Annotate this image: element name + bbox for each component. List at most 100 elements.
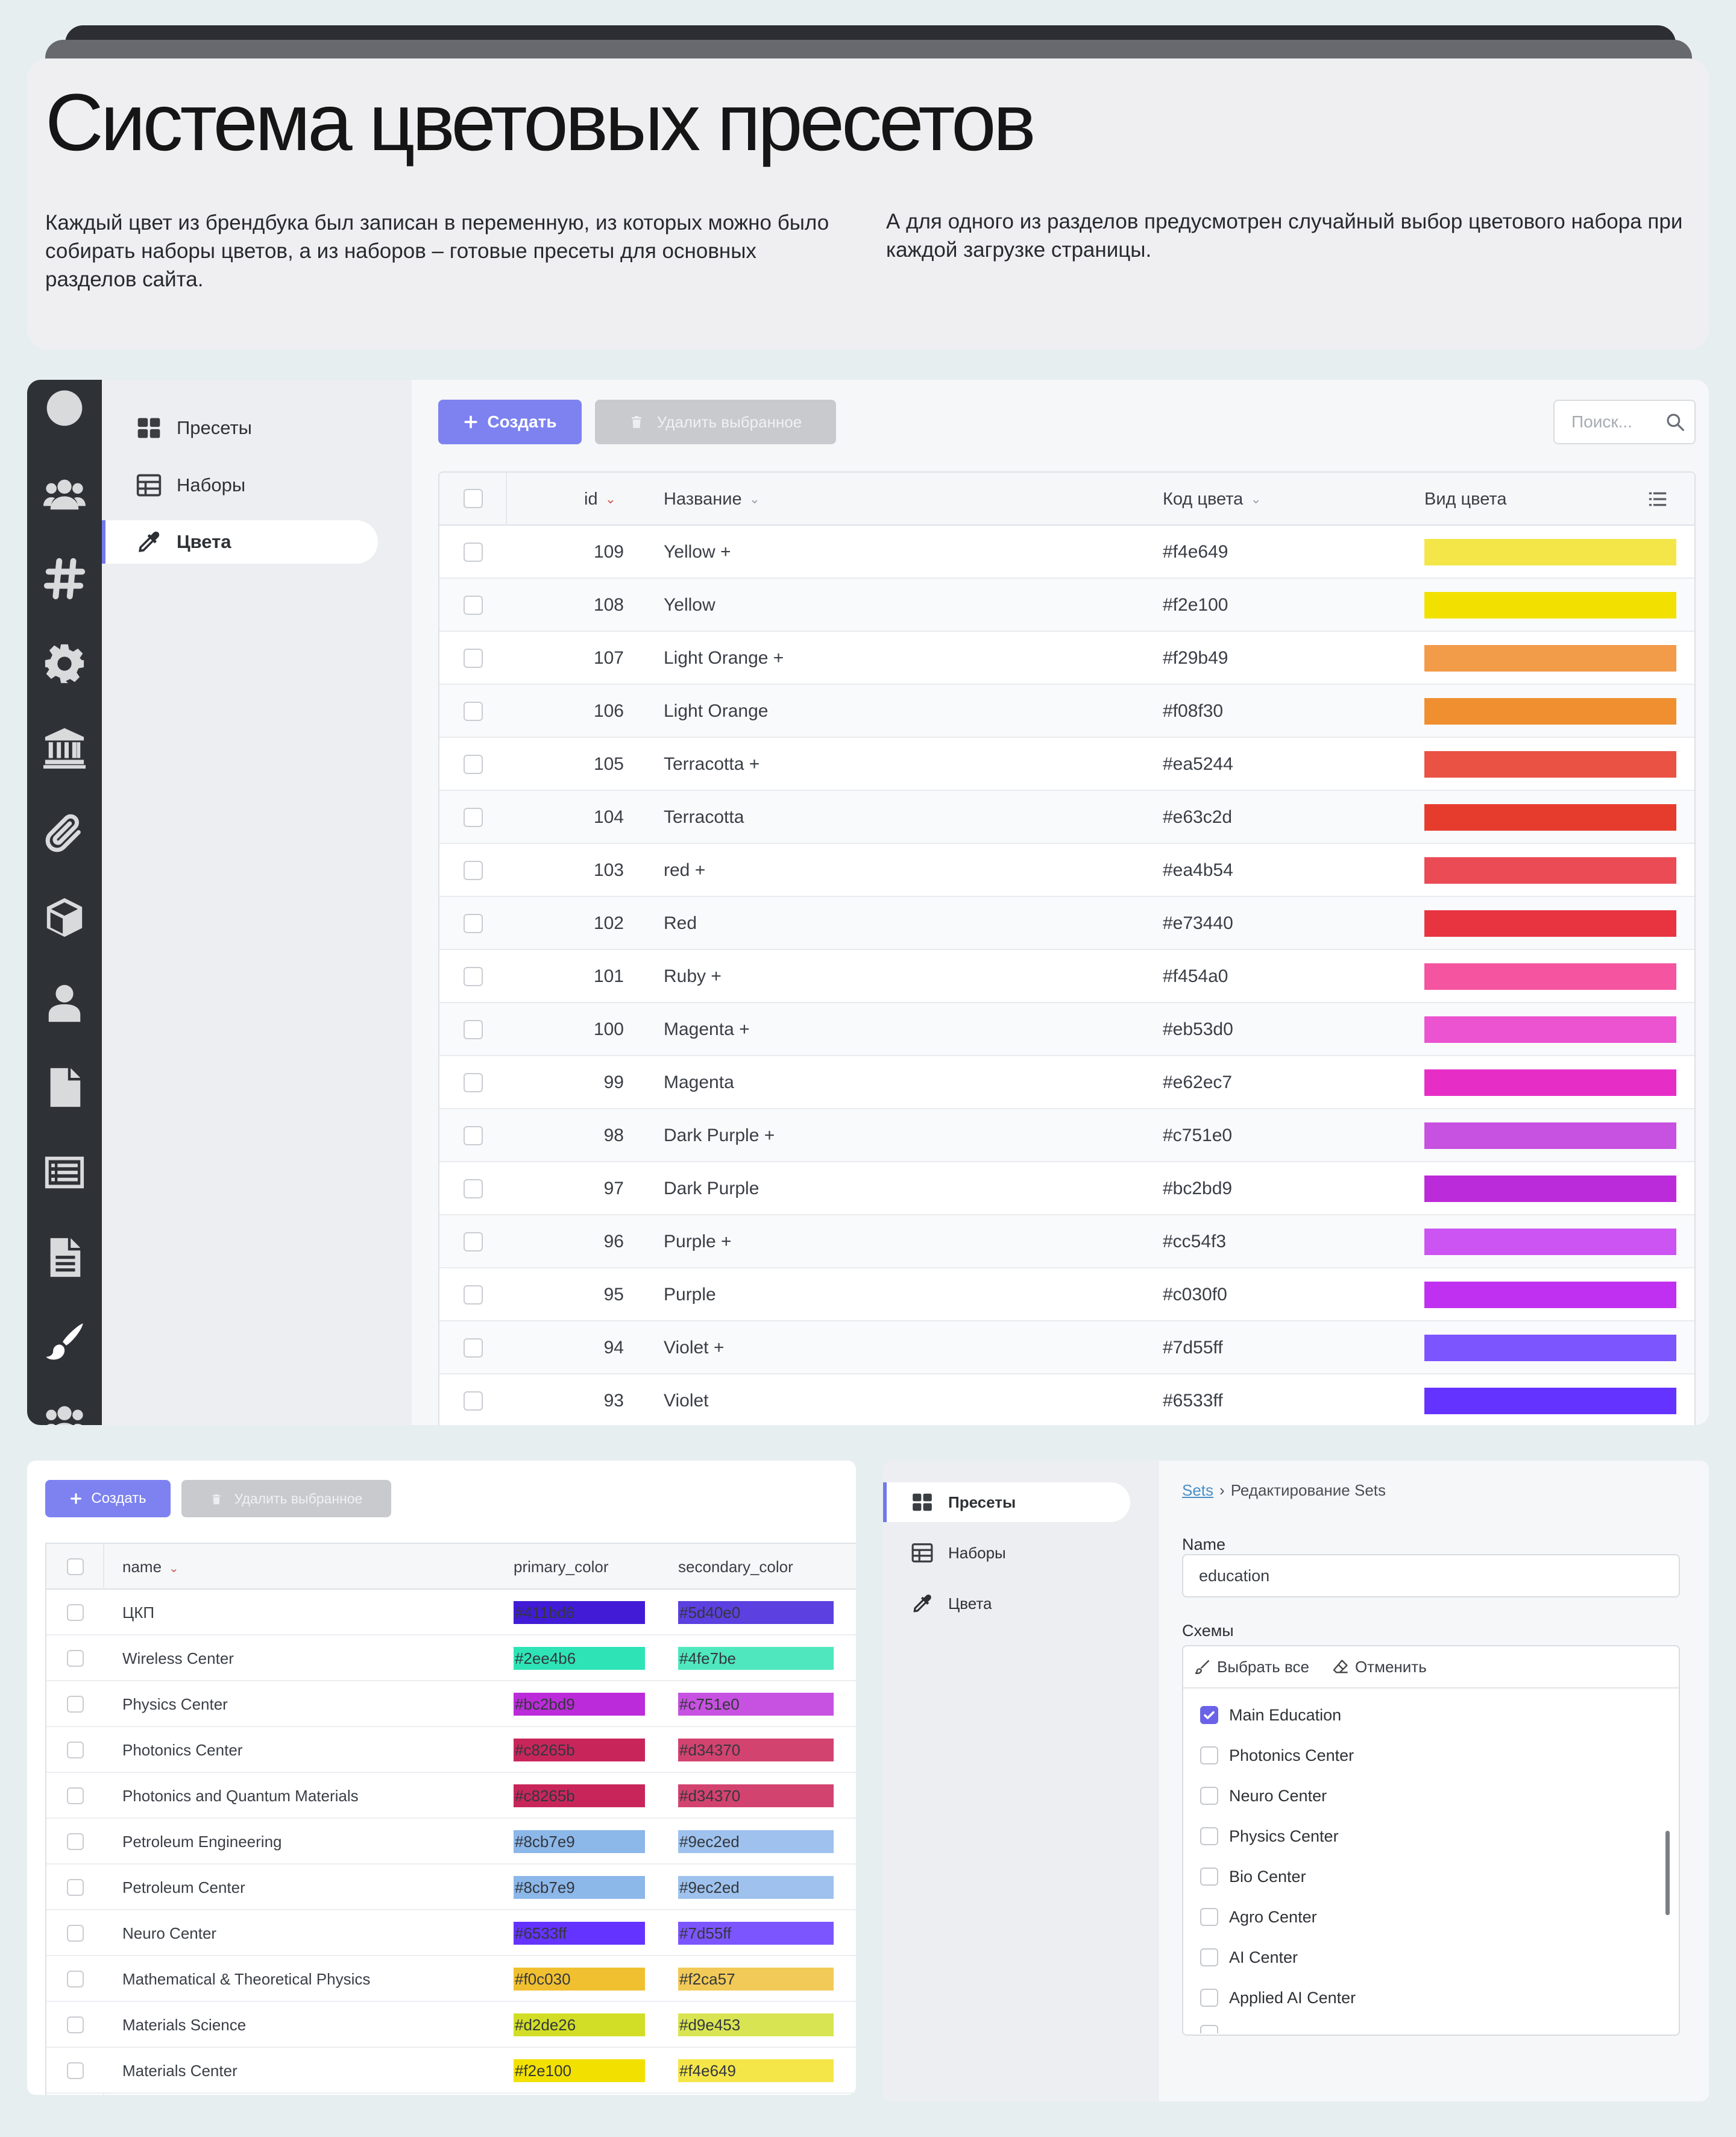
create-button[interactable]: Создать bbox=[45, 1480, 171, 1517]
subnav-item-table[interactable]: Наборы bbox=[883, 1533, 1148, 1573]
row-checkbox[interactable] bbox=[464, 1073, 483, 1092]
row-checkbox[interactable] bbox=[464, 1232, 483, 1251]
row-checkbox[interactable] bbox=[67, 1879, 84, 1896]
subnav-item-grid[interactable]: Пресеты bbox=[102, 406, 385, 450]
select-all-button[interactable]: Выбрать все bbox=[1194, 1658, 1309, 1676]
table-row[interactable]: 93 Violet #6533ff bbox=[439, 1374, 1694, 1425]
table-row[interactable]: Materials Center #f2e100 #f4e649 bbox=[46, 2048, 856, 2094]
paintbrush-icon[interactable] bbox=[43, 1321, 86, 1363]
scheme-option[interactable]: Photonics Center bbox=[1200, 1743, 1354, 1767]
table-row[interactable]: Photonics Center #c8265b #d34370 bbox=[46, 1727, 856, 1773]
file-icon[interactable] bbox=[43, 1066, 86, 1109]
scheme-option[interactable]: AI Center bbox=[1200, 1945, 1298, 1969]
row-checkbox[interactable] bbox=[464, 861, 483, 880]
table-row[interactable]: Petroleum Engineering #8cb7e9 #9ec2ed bbox=[46, 1819, 856, 1865]
table-row[interactable]: Petroleum Center #8cb7e9 #9ec2ed bbox=[46, 1865, 856, 1910]
search-input[interactable]: Поиск... bbox=[1553, 400, 1696, 444]
delete-selected-button[interactable]: Удалить выбранное bbox=[595, 400, 836, 444]
delete-selected-button[interactable]: Удалить выбранное bbox=[181, 1480, 391, 1517]
paperclip-icon[interactable] bbox=[43, 812, 86, 854]
table-row[interactable]: 102 Red #e73440 bbox=[439, 897, 1694, 950]
hashtag-icon[interactable] bbox=[43, 558, 86, 600]
subnav-item-eyedropper[interactable]: Цвета bbox=[102, 520, 378, 564]
table-row[interactable]: Photonics and Quantum Materials #c8265b #d… bbox=[46, 1773, 856, 1819]
users-icon[interactable] bbox=[43, 1399, 86, 1425]
column-header-code[interactable]: Код цвета ⌄ bbox=[1163, 473, 1262, 526]
row-checkbox[interactable] bbox=[464, 1179, 483, 1198]
select-all-checkbox[interactable] bbox=[67, 1558, 84, 1575]
row-checkbox[interactable] bbox=[67, 1604, 84, 1621]
scheme-option[interactable]: Bio Center bbox=[1200, 1865, 1306, 1889]
table-row[interactable]: Materials Science #d2de26 #d9e453 bbox=[46, 2002, 856, 2048]
checkbox[interactable] bbox=[1200, 1948, 1218, 1966]
scheme-option[interactable]: Applied AI Center bbox=[1200, 1986, 1356, 2010]
row-checkbox[interactable] bbox=[464, 808, 483, 827]
row-checkbox[interactable] bbox=[67, 1650, 84, 1667]
column-header-view[interactable]: Вид цвета bbox=[1424, 473, 1506, 526]
table-row[interactable]: 100 Magenta + #eb53d0 bbox=[439, 1003, 1694, 1056]
column-header-id[interactable]: id ⌄ bbox=[584, 473, 616, 526]
table-row[interactable]: 103 red + #ea4b54 bbox=[439, 844, 1694, 897]
row-checkbox[interactable] bbox=[67, 2062, 84, 2079]
column-header-primary[interactable]: primary_color bbox=[514, 1558, 609, 1576]
table-row[interactable]: 94 Violet + #7d55ff bbox=[439, 1321, 1694, 1374]
list-icon[interactable] bbox=[43, 1151, 86, 1194]
row-checkbox[interactable] bbox=[67, 1971, 84, 1988]
table-row[interactable]: 108 Yellow #f2e100 bbox=[439, 579, 1694, 632]
table-row[interactable]: 104 Terracotta #e63c2d bbox=[439, 791, 1694, 844]
row-checkbox[interactable] bbox=[464, 649, 483, 668]
table-row[interactable]: 98 Dark Purple + #c751e0 bbox=[439, 1109, 1694, 1162]
column-header-secondary[interactable]: secondary_color bbox=[678, 1558, 793, 1576]
table-row[interactable]: 101 Ruby + #f454a0 bbox=[439, 950, 1694, 1003]
table-row[interactable]: 95 Purple #c030f0 bbox=[439, 1268, 1694, 1321]
users-icon[interactable] bbox=[43, 473, 86, 515]
table-row[interactable]: Wireless Center #2ee4b6 #4fe7be bbox=[46, 1635, 856, 1681]
checkbox[interactable] bbox=[1200, 1989, 1218, 2007]
checkbox-checked[interactable] bbox=[1200, 1706, 1218, 1724]
row-checkbox[interactable] bbox=[464, 1020, 483, 1039]
row-checkbox[interactable] bbox=[67, 2016, 84, 2033]
table-row[interactable]: 97 Dark Purple #bc2bd9 bbox=[439, 1162, 1694, 1215]
row-checkbox[interactable] bbox=[464, 1391, 483, 1411]
column-header-name[interactable]: name ⌄ bbox=[122, 1544, 179, 1591]
table-row[interactable]: 106 Light Orange #f08f30 bbox=[439, 685, 1694, 738]
gear-icon[interactable] bbox=[43, 643, 86, 685]
row-checkbox[interactable] bbox=[464, 1285, 483, 1305]
column-header-name[interactable]: Название ⌄ bbox=[664, 473, 760, 526]
table-row[interactable]: 107 Light Orange + #f29b49 bbox=[439, 632, 1694, 685]
table-row[interactable]: Physics Center #bc2bd9 #c751e0 bbox=[46, 1681, 856, 1727]
breadcrumb-link-sets[interactable]: Sets bbox=[1182, 1481, 1214, 1499]
checkbox[interactable] bbox=[1200, 1787, 1218, 1805]
subnav-item-eyedropper[interactable]: Цвета bbox=[883, 1584, 1148, 1623]
table-row[interactable]: ЦКП #411bd6 #5d40e0 bbox=[46, 1590, 856, 1635]
row-checkbox[interactable] bbox=[464, 1338, 483, 1358]
row-checkbox[interactable] bbox=[464, 543, 483, 562]
table-row[interactable]: 109 Yellow + #f4e649 bbox=[439, 526, 1694, 579]
checkbox[interactable] bbox=[1200, 1908, 1218, 1926]
table-row[interactable]: Neuro Center #6533ff #7d55ff bbox=[46, 1910, 856, 1956]
create-button[interactable]: Создать bbox=[438, 400, 582, 444]
scheme-option[interactable]: Agro Center bbox=[1200, 1905, 1317, 1929]
row-checkbox[interactable] bbox=[464, 967, 483, 986]
scrollbar-thumb[interactable] bbox=[1665, 1831, 1670, 1915]
checkbox[interactable] bbox=[1200, 1746, 1218, 1764]
row-checkbox[interactable] bbox=[464, 914, 483, 933]
row-checkbox[interactable] bbox=[67, 1696, 84, 1713]
cube-icon[interactable] bbox=[43, 896, 86, 939]
user-icon[interactable] bbox=[43, 981, 86, 1024]
row-checkbox[interactable] bbox=[464, 1126, 483, 1145]
row-checkbox[interactable] bbox=[67, 1925, 84, 1942]
columns-icon[interactable] bbox=[1647, 489, 1668, 509]
table-row[interactable]: Mathematical & Theoretical Physics #f0c03… bbox=[46, 1956, 856, 2002]
document-icon[interactable] bbox=[43, 1236, 86, 1279]
row-checkbox[interactable] bbox=[67, 1742, 84, 1758]
row-checkbox[interactable] bbox=[67, 1833, 84, 1850]
row-checkbox[interactable] bbox=[67, 1787, 84, 1804]
checkbox[interactable] bbox=[1200, 1827, 1218, 1845]
scheme-option[interactable]: Neuro Center bbox=[1200, 1784, 1327, 1808]
subnav-item-grid[interactable]: Пресеты bbox=[883, 1482, 1130, 1522]
subnav-item-table[interactable]: Наборы bbox=[102, 464, 385, 507]
table-row[interactable]: 96 Purple + #cc54f3 bbox=[439, 1215, 1694, 1268]
checkbox[interactable] bbox=[1200, 1868, 1218, 1886]
table-row[interactable]: 99 Magenta #e62ec7 bbox=[439, 1056, 1694, 1109]
